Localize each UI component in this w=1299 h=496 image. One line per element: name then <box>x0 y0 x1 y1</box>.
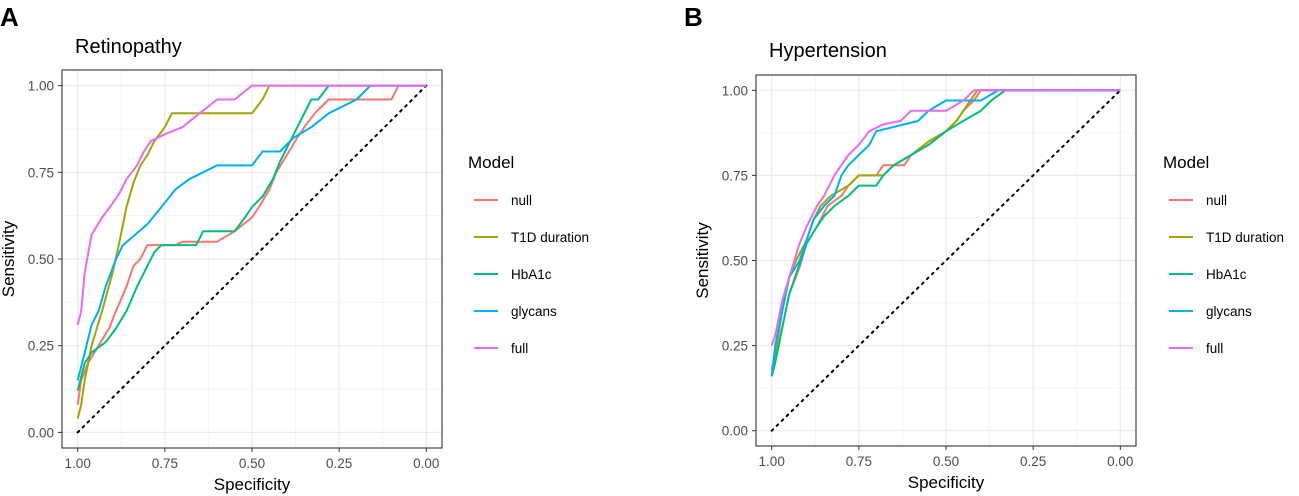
x-tick-label: 0.75 <box>152 456 178 471</box>
plot-area-b: 1.00 0.75 0.50 0.25 0.00 0.00 0.25 0.50 0.75 1.00… <box>693 74 1137 492</box>
panel-b: B Hypertension 1.00 0.75 0.50 0.25 0.00 0.00 0… <box>684 2 1284 492</box>
x-tick-label: 0.25 <box>326 456 352 471</box>
legend-title: Model <box>1163 153 1209 172</box>
legend-label-t1d-duration: T1D duration <box>1206 230 1284 245</box>
legend-label-full: full <box>1206 341 1223 356</box>
roc-line-hba1c <box>76 84 427 392</box>
plot-area-a: 1.00 0.75 0.50 0.25 0.00 0.00 0.25 0.50 0.75 1.00… <box>0 69 443 494</box>
y-tick-label: 0.75 <box>28 165 54 180</box>
y-tick-label: 0.25 <box>28 339 54 354</box>
legend-label-full: full <box>511 341 528 356</box>
legend-label-hba1c: HbA1c <box>1206 267 1247 282</box>
roc-line-t1d-duration <box>76 84 427 419</box>
roc-line-glycans <box>770 89 1121 377</box>
chart-title-b: Hypertension <box>769 40 887 62</box>
y-tick-label: 0.75 <box>722 168 748 183</box>
x-tick-label: 0.50 <box>933 454 959 469</box>
legend-title: Model <box>468 153 514 172</box>
legend-label-null: null <box>511 193 532 208</box>
y-axis-title: Sensitivity <box>693 222 712 299</box>
roc-line-glycans <box>76 84 427 381</box>
y-tick-label: 1.00 <box>722 83 748 98</box>
x-tick-label: 0.00 <box>1107 454 1133 469</box>
reference-diagonal-line <box>770 89 1122 432</box>
legend-b: Model null T1D duration HbA1c glycans full <box>1163 153 1284 356</box>
y-axis-title: Sensitivity <box>0 220 18 297</box>
chart-title-a: Retinopathy <box>75 36 182 58</box>
panel-label-a: A <box>0 2 19 32</box>
y-tick-label: 0.00 <box>722 424 748 439</box>
legend-label-hba1c: HbA1c <box>511 267 552 282</box>
x-tick-label: 1.00 <box>759 454 785 469</box>
roc-line-hba1c <box>770 89 1121 377</box>
x-axis-title: Specificity <box>908 473 985 492</box>
x-tick-label: 0.75 <box>846 454 872 469</box>
x-tick-label: 0.00 <box>413 456 439 471</box>
y-tick-label: 0.25 <box>722 339 748 354</box>
y-tick-label: 1.00 <box>28 79 54 94</box>
y-tick-label: 0.50 <box>28 252 54 267</box>
legend-label-glycans: glycans <box>511 304 557 319</box>
y-tick-label: 0.00 <box>28 425 54 440</box>
x-tick-label: 0.25 <box>1020 454 1046 469</box>
x-axis-title: Specificity <box>214 475 291 494</box>
y-tick-label: 0.50 <box>722 254 748 269</box>
roc-line-full <box>76 84 427 326</box>
legend-label-glycans: glycans <box>1206 304 1252 319</box>
legend-a: Model null T1D duration HbA1c glycans full <box>468 153 589 356</box>
roc-line-full <box>770 89 1121 346</box>
reference-diagonal-line <box>76 84 428 434</box>
legend-label-null: null <box>1206 193 1227 208</box>
panel-a: A Retinopathy 1.00 0.75 0.50 0.25 0.00 0.00 0.… <box>0 2 589 494</box>
x-tick-label: 0.50 <box>239 456 265 471</box>
x-tick-label: 1.00 <box>65 456 91 471</box>
roc-line-null <box>76 84 427 405</box>
panel-label-b: B <box>684 2 703 32</box>
legend-label-t1d-duration: T1D duration <box>511 230 589 245</box>
